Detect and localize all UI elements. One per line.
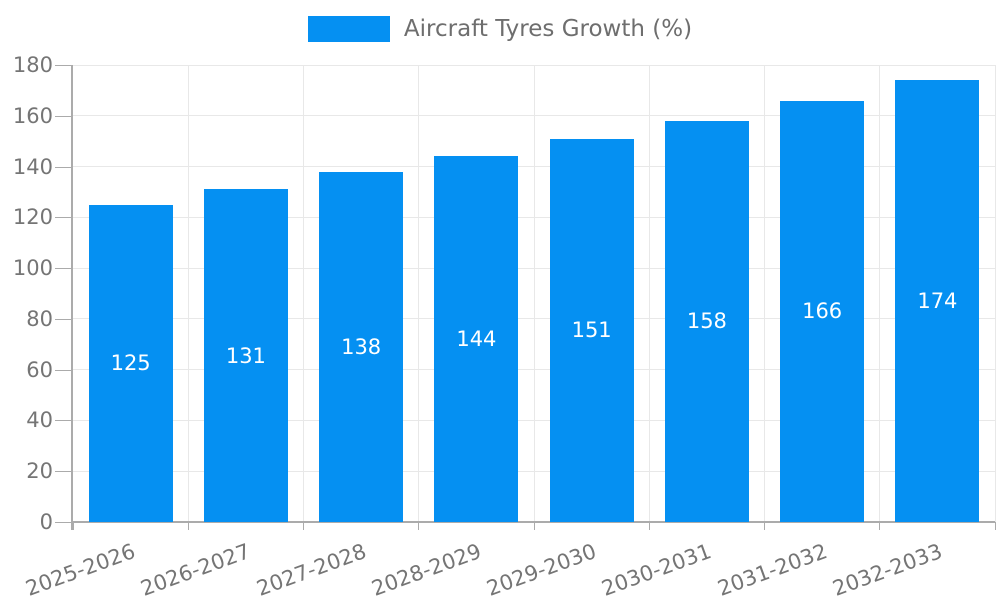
x-axis-label: 2026-2027 (137, 539, 254, 600)
x-gridline (879, 65, 881, 522)
y-tick (55, 318, 73, 320)
legend-label: Aircraft Tyres Growth (%) (403, 15, 693, 42)
bar-value-label: 144 (456, 327, 497, 352)
bar[interactable] (434, 156, 519, 522)
x-axis-label: 2032-2033 (829, 539, 946, 600)
bar[interactable] (549, 138, 634, 522)
y-axis-label: 180 (12, 53, 53, 77)
x-tick (418, 522, 420, 530)
x-tick (533, 522, 535, 530)
y-axis-label: 60 (26, 357, 53, 382)
x-tick (879, 522, 881, 530)
y-axis-label: 140 (12, 154, 53, 179)
x-gridline (994, 65, 996, 522)
y-axis-label: 120 (12, 205, 53, 230)
x-tick (187, 522, 189, 530)
x-axis-label: 2029-2030 (483, 539, 600, 600)
y-tick (55, 369, 73, 371)
bar-value-label: 131 (225, 343, 266, 368)
y-tick (55, 65, 73, 66)
y-axis-label: 0 (39, 510, 53, 534)
bar-value-label: 138 (341, 334, 382, 359)
bar-value-label: 174 (917, 289, 958, 314)
legend-item[interactable]: Aircraft Tyres Growth (%) (0, 16, 1000, 42)
x-axis-label: 2027-2028 (253, 539, 369, 600)
y-axis-label: 100 (12, 256, 53, 281)
x-gridline (764, 65, 765, 522)
bar[interactable] (664, 120, 749, 522)
x-tick (303, 522, 304, 530)
y-tick (55, 217, 73, 219)
y-tick (55, 115, 73, 117)
y-axis-line (71, 65, 73, 530)
bar-value-label: 166 (802, 299, 843, 324)
bar-value-label: 158 (686, 309, 727, 334)
x-axis-label: 2025-2026 (22, 539, 139, 600)
x-tick (764, 522, 765, 530)
bar[interactable] (319, 171, 404, 522)
bar[interactable] (895, 80, 980, 522)
x-axis-label: 2030-2031 (598, 539, 715, 600)
bar[interactable] (203, 189, 288, 522)
y-axis-label: 20 (26, 459, 53, 484)
y-axis-label: 80 (26, 306, 53, 331)
y-tick (55, 420, 73, 422)
x-tick (648, 522, 650, 530)
x-axis-label: 2031-2032 (714, 539, 830, 600)
x-tick (72, 522, 74, 530)
x-tick (994, 522, 996, 530)
y-tick (55, 522, 73, 523)
x-axis-label: 2028-2029 (368, 539, 485, 600)
x-axis-line (73, 521, 995, 523)
x-gridline (533, 65, 535, 522)
y-tick (55, 268, 73, 270)
x-gridline (418, 65, 420, 522)
y-tick (55, 471, 73, 473)
legend-swatch (307, 16, 390, 42)
bar-value-label: 151 (571, 318, 612, 343)
x-gridline (187, 65, 189, 522)
bar[interactable] (780, 100, 865, 522)
x-gridline (303, 65, 304, 522)
bar-value-label: 125 (110, 351, 151, 376)
y-axis-label: 160 (12, 103, 53, 128)
bar[interactable] (88, 204, 173, 522)
y-tick (55, 166, 73, 168)
x-gridline (648, 65, 650, 522)
y-axis-label: 40 (26, 408, 53, 433)
